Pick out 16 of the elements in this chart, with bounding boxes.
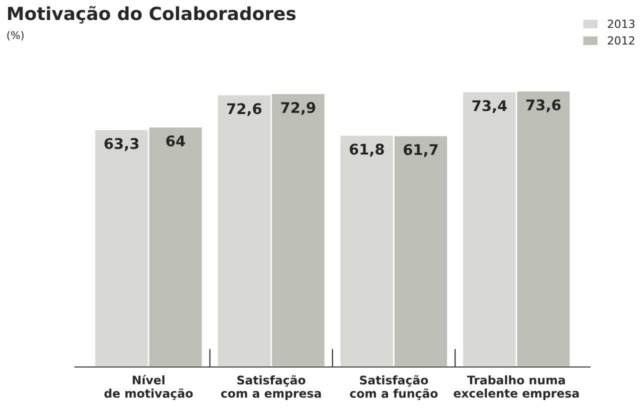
data-label: 61,7: [404, 144, 438, 157]
x-tick-label: Trabalho numa excelente empresa: [454, 375, 579, 400]
data-label: 73,6: [526, 99, 561, 112]
data-label: 63,3: [104, 138, 138, 151]
data-label: 61,8: [350, 144, 384, 157]
legend-label: 2012: [608, 36, 634, 45]
x-tick-label: Satisfação com a empresa: [221, 375, 321, 400]
data-label: 72,9: [281, 102, 316, 115]
data-label: 72,6: [227, 103, 262, 116]
x-tick-label: Satisfação com a função: [350, 375, 438, 400]
x-tick-label: Nível de motivação: [104, 374, 193, 400]
chart-title: Motivação do Colaboradores: [8, 6, 296, 24]
chart-subtitle: (%): [7, 31, 24, 40]
data-label: 64: [166, 135, 186, 146]
legend-label: 2013: [608, 20, 634, 28]
data-label: 73,4: [472, 100, 507, 114]
